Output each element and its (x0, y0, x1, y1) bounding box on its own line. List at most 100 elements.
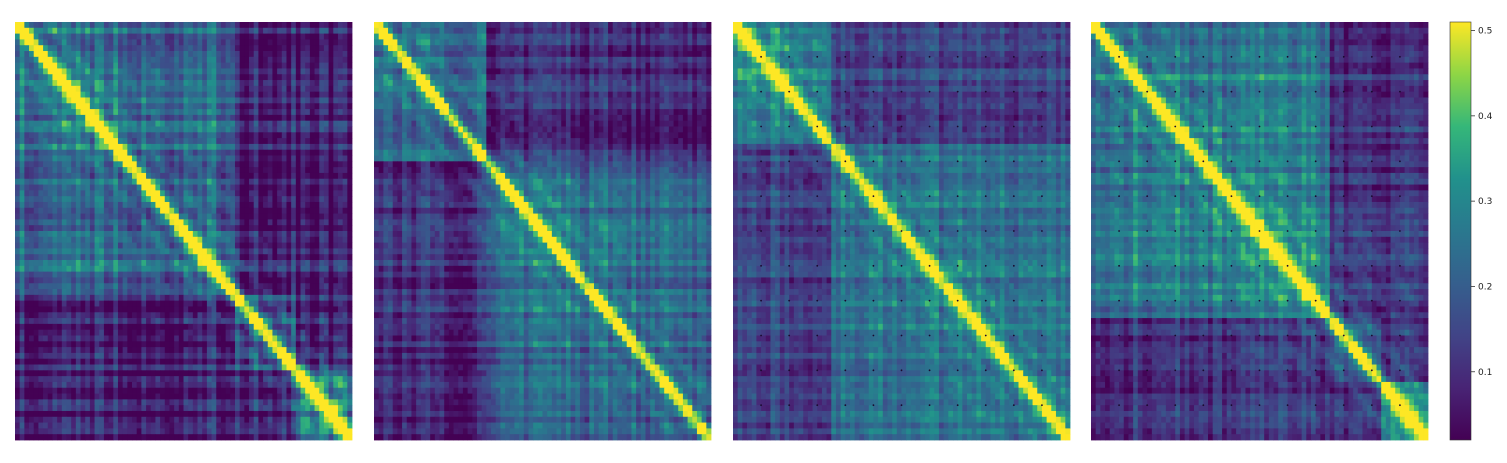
heatmap-cell (286, 370, 292, 377)
heatmap-cell (61, 335, 67, 342)
heatmap-cell (197, 265, 203, 273)
heatmap-cell (220, 399, 227, 406)
heatmap-cell (328, 27, 334, 35)
heatmap-cell (117, 39, 124, 46)
heatmap-cell (234, 242, 241, 249)
heatmap-cell (19, 312, 25, 319)
heatmap-cell (249, 335, 255, 342)
heatmap-cell (146, 405, 152, 412)
heatmap-cell (277, 225, 283, 232)
heatmap-cell (192, 126, 198, 133)
heatmap-cell (169, 68, 175, 75)
heatmap-cell (75, 184, 81, 191)
heatmap-cell (108, 318, 114, 325)
heatmap-cell (80, 254, 86, 261)
heatmap-cell (239, 225, 245, 232)
heatmap-cell (29, 161, 35, 168)
heatmap-cell (272, 161, 278, 168)
heatmap-cell (89, 231, 95, 238)
heatmap-cell (295, 27, 301, 35)
heatmap-cell (178, 33, 184, 40)
heatmap-cell (206, 393, 212, 400)
heatmap-cell (239, 201, 245, 209)
heatmap-cell (309, 85, 315, 93)
heatmap-cell (333, 184, 339, 191)
heatmap-cell (309, 376, 315, 383)
heatmap-cell (57, 277, 63, 284)
heatmap-cell (75, 352, 81, 360)
heatmap-cell (127, 271, 133, 278)
heatmap-cell (89, 271, 95, 278)
heatmap-cell (244, 103, 250, 110)
heatmap-cell (15, 358, 21, 365)
heatmap-cell (61, 33, 67, 40)
heatmap-cell (71, 405, 77, 412)
heatmap-cell (216, 45, 222, 52)
heatmap-cell (192, 103, 198, 110)
heatmap-cell (122, 318, 128, 325)
heatmap-cell (24, 364, 30, 371)
heatmap-cell (309, 405, 315, 412)
heatmap-cell (281, 120, 287, 127)
heatmap-cell (234, 51, 241, 58)
heatmap-cell (85, 33, 91, 40)
heatmap-cell (52, 213, 58, 220)
heatmap-cell (15, 149, 21, 156)
heatmap-cell (234, 138, 241, 145)
heatmap-cell (113, 405, 119, 412)
heatmap-cell (47, 376, 53, 383)
heatmap-cell (132, 51, 138, 58)
heatmap-cell (211, 39, 217, 46)
heatmap-cell (52, 271, 58, 278)
heatmap-cell (211, 126, 217, 133)
heatmap-cell (33, 393, 39, 400)
heatmap-cell (286, 294, 292, 302)
heatmap-cell (47, 74, 53, 81)
heatmap-cell (57, 387, 63, 394)
heatmap-cell (15, 91, 21, 98)
heatmap-cell (188, 219, 194, 226)
heatmap-cell (333, 207, 339, 214)
heatmap-cell (295, 248, 301, 255)
heatmap-cell (239, 289, 245, 296)
heatmap-cell (249, 132, 255, 139)
heatmap-cell (211, 289, 217, 296)
heatmap-cell (347, 335, 353, 342)
heatmap-cell (103, 231, 110, 238)
heatmap-cell (38, 277, 44, 284)
heatmap-cell (295, 289, 301, 296)
heatmap-cell (197, 126, 203, 133)
heatmap-cell (99, 33, 105, 40)
heatmap-cell (239, 143, 245, 151)
heatmap-cell (29, 80, 35, 87)
heatmap-cell (132, 231, 138, 238)
heatmap-cell (305, 381, 311, 389)
heatmap-cell (347, 381, 353, 389)
heatmap-cell (132, 68, 138, 75)
heatmap-cell (103, 167, 110, 174)
heatmap-cell (220, 370, 227, 377)
heatmap-cell (323, 201, 329, 209)
heatmap-cell (61, 167, 67, 174)
heatmap-cell (300, 27, 306, 35)
heatmap-cell (244, 405, 250, 412)
heatmap-cell (263, 190, 269, 197)
heatmap-cell (333, 155, 339, 162)
heatmap-cell (300, 242, 306, 249)
heatmap-cell (239, 323, 245, 331)
heatmap-cell (244, 190, 250, 197)
heatmap-cell (263, 254, 269, 261)
heatmap-cell (305, 33, 311, 40)
heatmap-cell (291, 184, 297, 191)
heatmap-cell (52, 33, 58, 40)
heatmap-cell (132, 201, 138, 209)
heatmap-cell (99, 74, 105, 81)
heatmap-cell (220, 260, 227, 267)
heatmap-cell (337, 312, 344, 319)
heatmap-cell (342, 190, 348, 197)
heatmap-cell (169, 27, 175, 35)
heatmap-cell (47, 225, 53, 232)
heatmap-cell (146, 97, 152, 104)
heatmap-cell (197, 236, 203, 244)
heatmap-cell (342, 219, 348, 226)
